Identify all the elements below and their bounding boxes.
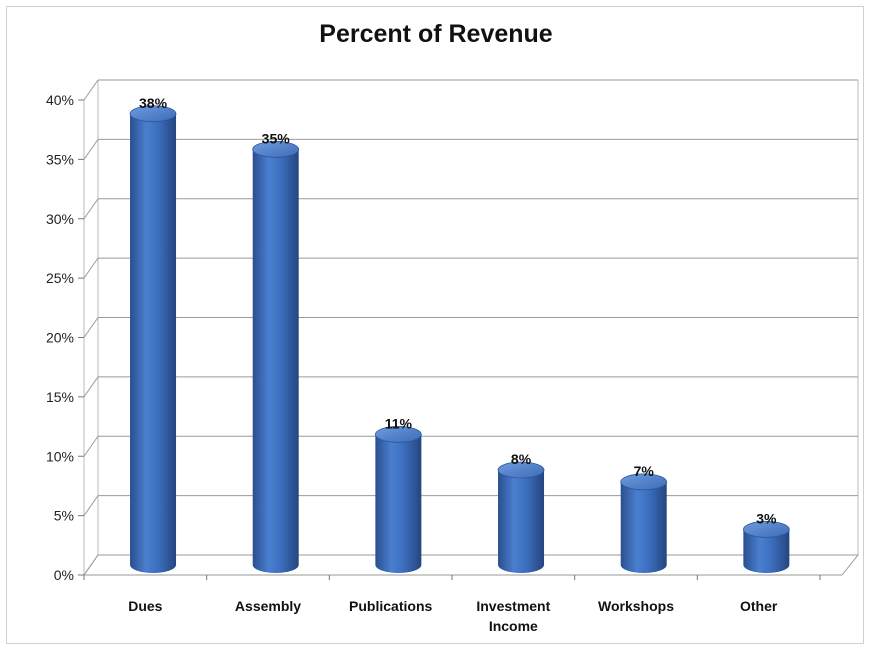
bar-body [130, 113, 177, 573]
bar-top [742, 520, 790, 538]
bar-investment-income [497, 461, 545, 573]
data-label: 11% [385, 415, 413, 431]
x-tick-label: Other [740, 598, 778, 614]
y-tick-label: 10% [46, 448, 74, 464]
bar-body [252, 149, 299, 573]
bar-top [252, 140, 300, 158]
gridline-diagonal [83, 79, 99, 101]
gridlines [83, 79, 858, 576]
y-tick-label: 5% [54, 508, 74, 524]
y-tick-label: 40% [46, 92, 74, 108]
x-tick-label: Investment Income [476, 598, 550, 634]
chart-title: Percent of Revenue [319, 20, 553, 48]
bar-assembly [252, 140, 300, 573]
x-tick-label: Assembly [235, 598, 301, 614]
bar-body [743, 529, 790, 573]
gridline-diagonal [83, 376, 99, 398]
y-tick-label: 30% [46, 211, 74, 227]
bar-top [497, 461, 545, 479]
bar-publications [374, 425, 422, 573]
gridline-diagonal [83, 317, 99, 338]
y-tick-label: 25% [46, 270, 74, 286]
y-tick-label: 15% [46, 389, 74, 405]
bar-workshops [620, 473, 668, 573]
y-axis-ticks: 0% 5% 10% 15% 20% 25% 30% 35% 40% [46, 92, 84, 583]
gridline-diagonal [83, 554, 99, 576]
bar-top [620, 473, 668, 491]
data-label: 7% [634, 463, 655, 479]
gridline-diagonal [83, 257, 99, 279]
y-tick-label: 20% [46, 330, 74, 346]
bar-other [742, 520, 790, 573]
data-label: 38% [139, 95, 168, 111]
data-labels: 38% 35% 11% 8% 7% 3% [139, 95, 777, 527]
bar-dues [129, 105, 177, 573]
data-label: 35% [262, 130, 291, 146]
y-tick-label: 0% [54, 567, 74, 583]
gridline-diagonal [83, 495, 99, 516]
y-tick-label: 35% [46, 151, 74, 167]
x-tick-label: Publications [349, 598, 432, 614]
chart-walls [83, 80, 860, 576]
x-tick-label: Dues [128, 598, 162, 614]
data-label: 8% [511, 451, 532, 467]
bars [129, 105, 790, 573]
gridline-diagonal [83, 139, 99, 160]
x-tick-label: Workshops [598, 598, 674, 614]
chart-floor [83, 554, 860, 576]
bar-body [620, 481, 667, 573]
bar-top [129, 105, 177, 123]
bar-body [375, 434, 422, 573]
gridline-diagonal [83, 198, 99, 220]
gridline-diagonal [83, 435, 99, 457]
data-label: 3% [756, 510, 777, 526]
bar-body [498, 470, 545, 573]
bar-top [374, 425, 422, 443]
x-axis-ticks: Dues Assembly Publications Investment Income… [83, 575, 821, 634]
